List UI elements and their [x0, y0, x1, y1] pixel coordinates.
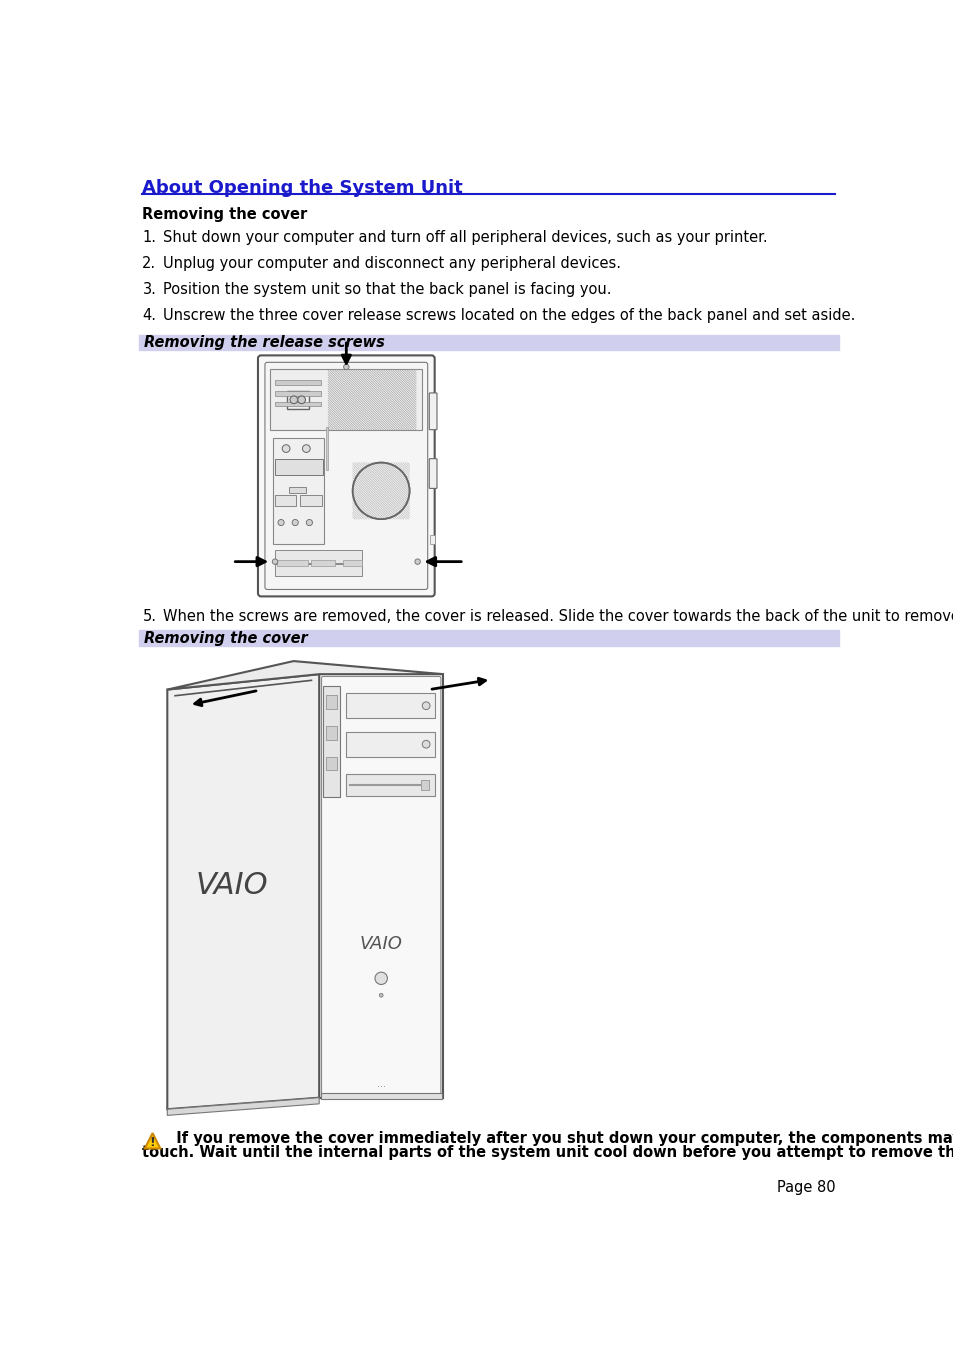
Text: If you remove the cover immediately after you shut down your computer, the compo: If you remove the cover immediately afte… [166, 1131, 953, 1146]
Bar [274, 459, 322, 476]
Bar [274, 494, 296, 505]
Circle shape [343, 365, 349, 370]
Circle shape [297, 396, 305, 404]
Text: Removing the cover: Removing the cover [142, 207, 308, 222]
Text: VAIO: VAIO [195, 871, 268, 900]
Bar [274, 380, 320, 385]
Circle shape [353, 462, 409, 519]
Bar [323, 686, 340, 797]
Polygon shape [145, 1133, 160, 1148]
Polygon shape [167, 661, 443, 689]
Circle shape [290, 396, 297, 404]
Bar [289, 486, 306, 493]
Text: ...: ... [376, 1079, 385, 1089]
Bar [320, 1093, 441, 1100]
Circle shape [292, 520, 298, 526]
Bar [274, 565, 361, 576]
Circle shape [379, 993, 383, 997]
Bar [287, 390, 308, 409]
Bar [346, 732, 435, 757]
Bar [326, 757, 336, 770]
Bar [274, 390, 320, 396]
Text: touch. Wait until the internal parts of the system unit cool down before you att: touch. Wait until the internal parts of … [142, 1144, 953, 1159]
Text: Removing the release screws: Removing the release screws [144, 335, 384, 350]
Text: About Opening the System Unit: About Opening the System Unit [142, 180, 463, 197]
Text: Shut down your computer and turn off all peripheral devices, such as your printe: Shut down your computer and turn off all… [162, 230, 766, 245]
Text: 2.: 2. [142, 257, 156, 272]
Bar [346, 774, 435, 796]
Bar [138, 335, 839, 350]
Circle shape [277, 520, 284, 526]
Circle shape [272, 559, 277, 565]
Circle shape [282, 444, 290, 453]
Bar [326, 427, 328, 470]
Text: 4.: 4. [142, 308, 156, 323]
Bar [430, 535, 435, 544]
Circle shape [422, 740, 430, 748]
Text: Unscrew the three cover release screws located on the edges of the back panel an: Unscrew the three cover release screws l… [162, 308, 854, 323]
Text: 5.: 5. [142, 609, 156, 624]
Bar [270, 369, 422, 431]
Bar [300, 494, 321, 505]
Polygon shape [167, 674, 319, 1109]
Text: 1.: 1. [142, 230, 156, 245]
Text: !: ! [150, 1136, 155, 1150]
Bar [138, 631, 839, 646]
Polygon shape [167, 1097, 319, 1116]
FancyBboxPatch shape [429, 459, 436, 489]
Text: Removing the cover: Removing the cover [144, 631, 308, 646]
Bar [276, 559, 308, 566]
Bar [311, 559, 335, 566]
Text: When the screws are removed, the cover is released. Slide the cover towards the : When the screws are removed, the cover i… [162, 609, 953, 624]
Text: Position the system unit so that the back panel is facing you.: Position the system unit so that the bac… [162, 282, 611, 297]
FancyBboxPatch shape [257, 355, 435, 596]
Bar [421, 780, 429, 790]
Polygon shape [319, 674, 443, 1097]
Circle shape [302, 444, 310, 453]
Bar [274, 438, 324, 543]
Bar [274, 401, 320, 407]
Bar [343, 559, 361, 566]
Bar [326, 694, 336, 709]
Bar [430, 476, 435, 485]
Text: Page 80: Page 80 [776, 1179, 835, 1196]
Circle shape [422, 703, 430, 709]
Text: 3.: 3. [142, 282, 156, 297]
Bar [430, 393, 435, 403]
Text: Unplug your computer and disconnect any peripheral devices.: Unplug your computer and disconnect any … [162, 257, 620, 272]
Bar [346, 693, 435, 719]
Circle shape [306, 520, 313, 526]
Circle shape [375, 973, 387, 985]
Bar [274, 550, 361, 563]
Text: VAIO: VAIO [359, 935, 402, 952]
Circle shape [415, 559, 420, 565]
Bar [326, 725, 336, 739]
FancyBboxPatch shape [265, 362, 427, 589]
FancyBboxPatch shape [429, 393, 436, 430]
